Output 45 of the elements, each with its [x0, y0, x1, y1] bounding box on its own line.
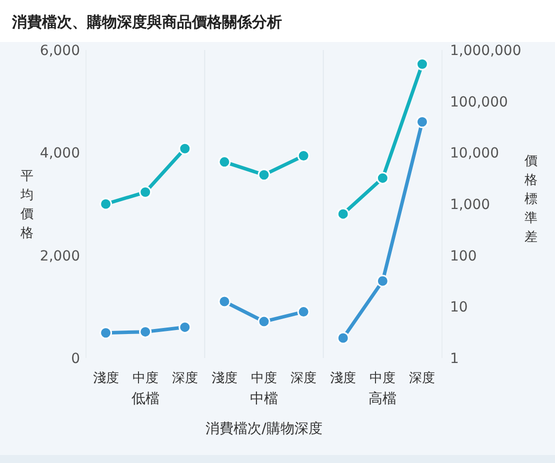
point — [336, 332, 350, 344]
point — [297, 150, 310, 162]
text: 中檔 — [250, 391, 278, 407]
text: 高檔 — [368, 391, 397, 407]
y2-tick-label: 10,000 — [450, 146, 499, 162]
text: 低檔 — [131, 391, 160, 407]
point — [416, 58, 428, 70]
x-tick-label: 淺度 — [330, 370, 356, 386]
x-tick-label: 中度 — [370, 370, 396, 386]
x-tick-label: 深度 — [290, 370, 317, 386]
x-tick-label: 淺度 — [211, 370, 238, 386]
chart-title: 消費檔次、購物深度與商品價格關係分析 — [11, 13, 282, 31]
point — [297, 306, 310, 318]
point — [178, 142, 192, 155]
x-tick-label: 淺度 — [92, 370, 119, 386]
y2-tick-label: 1,000 — [450, 197, 490, 213]
y2-tick-label: 100,000 — [450, 94, 508, 110]
point — [336, 208, 350, 220]
x-tick-label: 深度 — [172, 370, 198, 386]
point — [376, 274, 389, 288]
point — [258, 315, 270, 328]
point — [100, 326, 112, 340]
x-tick-label: 中度 — [132, 370, 158, 386]
y-tick-label: 4,000 — [40, 146, 80, 162]
ylabel: 平均價格 — [20, 169, 34, 241]
point — [218, 156, 231, 168]
x-tick-label: 深度 — [409, 370, 436, 386]
y-tick-label: 6,000 — [40, 43, 80, 59]
point — [139, 326, 152, 338]
x-tick-label: 中度 — [251, 370, 277, 386]
point — [218, 295, 231, 308]
y-tick-label: 0 — [71, 351, 80, 367]
y2-tick-label: 100 — [450, 248, 477, 264]
point — [100, 198, 112, 210]
point — [258, 168, 270, 182]
point — [139, 186, 152, 198]
point — [416, 116, 428, 128]
y2-tick-label: 1 — [450, 351, 459, 367]
y2label: 價格標準差 — [524, 154, 538, 245]
point — [178, 320, 192, 334]
point — [376, 172, 389, 184]
x-axis-title: 消費檔次/購物深度 — [206, 421, 322, 437]
y2-tick-label: 10 — [450, 300, 468, 316]
y2-tick-label: 1,000,000 — [450, 43, 522, 59]
y-tick-label: 2,000 — [40, 248, 80, 264]
